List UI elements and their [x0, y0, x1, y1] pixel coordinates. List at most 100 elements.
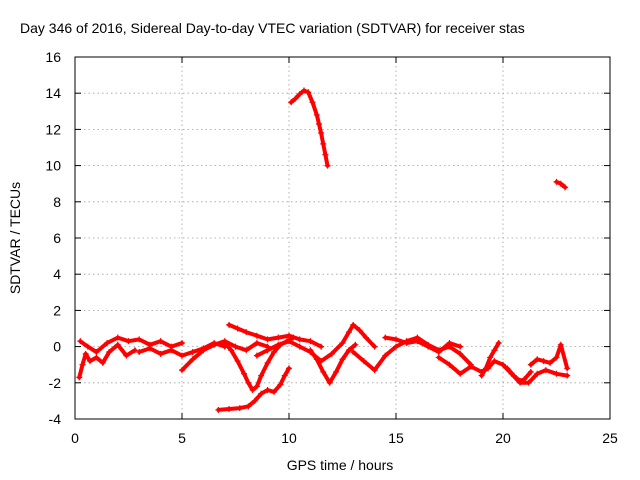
data-point-marker	[226, 406, 233, 413]
data-point-marker	[99, 359, 106, 366]
data-point-marker	[324, 162, 331, 169]
data-point-marker	[564, 372, 571, 379]
data-point-marker	[352, 341, 359, 348]
data-point-marker	[491, 358, 498, 365]
data-point-marker	[221, 339, 228, 346]
data-point-marker	[296, 343, 303, 350]
data-point-marker	[84, 343, 91, 350]
data-point-marker	[281, 372, 288, 379]
data-point-marker	[249, 387, 256, 394]
data-point-marker	[322, 151, 329, 158]
data-point-marker	[371, 343, 378, 350]
data-point-marker	[114, 341, 121, 348]
data-point-marker	[435, 354, 442, 361]
data-point-marker	[79, 361, 86, 368]
x-tick-label: 15	[388, 430, 404, 446]
data-point-marker	[307, 347, 314, 354]
plot-frame	[74, 56, 611, 420]
data-point-marker	[288, 99, 295, 106]
data-point-marker	[562, 184, 569, 191]
y-tick-label: -4	[49, 411, 62, 427]
data-point-marker	[275, 334, 282, 341]
grid	[75, 57, 610, 419]
data-point-marker	[521, 376, 528, 383]
data-point-marker	[328, 350, 335, 357]
data-point-marker	[226, 321, 233, 328]
data-point-marker	[446, 339, 453, 346]
data-point-marker	[264, 359, 271, 366]
data-point-marker	[393, 336, 399, 343]
data-point-marker	[77, 338, 84, 345]
data-point-marker	[553, 178, 560, 185]
data-point-marker	[300, 87, 307, 94]
data-point-marker	[228, 347, 235, 354]
data-point-marker	[253, 339, 260, 346]
data-point-marker	[292, 95, 299, 102]
data-point-marker	[243, 329, 250, 336]
data-point-marker	[76, 374, 83, 381]
data-point-marker	[136, 349, 143, 356]
data-point-marker	[296, 336, 303, 343]
data-point-marker	[131, 347, 138, 354]
data-point-marker	[557, 180, 564, 187]
y-tick-label: 4	[53, 266, 61, 282]
data-point-marker	[253, 383, 260, 390]
x-tick-label: 20	[495, 430, 511, 446]
data-point-marker	[236, 405, 243, 412]
data-point-marker	[157, 338, 164, 345]
data-point-marker	[146, 345, 153, 352]
series-line	[77, 342, 137, 380]
y-tick-label: 6	[53, 230, 61, 246]
data-point-marker	[264, 387, 271, 394]
data-point-marker	[258, 372, 265, 379]
series-arc-8	[253, 321, 378, 365]
data-point-marker	[245, 379, 252, 386]
data-point-marker	[457, 370, 464, 377]
data-point-marker	[271, 349, 278, 356]
series-arc-13	[478, 339, 502, 379]
data-point-marker	[517, 377, 524, 384]
data-point-marker	[500, 361, 506, 368]
data-point-marker	[534, 356, 541, 363]
data-point-marker	[309, 99, 316, 106]
series-arc-11	[382, 334, 464, 356]
data-point-marker	[189, 349, 196, 356]
data-point-marker	[534, 370, 541, 377]
data-point-marker	[457, 343, 464, 350]
data-point-marker	[345, 347, 352, 354]
data-point-marker	[286, 365, 292, 372]
data-point-marker	[234, 358, 241, 365]
series-line	[383, 335, 463, 354]
series-arc-14	[527, 341, 571, 372]
x-tick-label: 0	[71, 430, 79, 446]
data-point-marker	[93, 354, 100, 361]
data-point-marker	[491, 347, 498, 354]
data-point-marker	[86, 358, 93, 365]
data-point-marker	[245, 403, 252, 410]
data-point-marker	[136, 336, 143, 343]
series-arc-5	[215, 365, 292, 413]
data-point-marker	[232, 343, 239, 350]
data-point-marker	[495, 339, 502, 346]
data-point-marker	[382, 334, 389, 341]
data-point-marker	[478, 372, 485, 379]
data-point-marker	[553, 354, 560, 361]
data-point-marker	[525, 379, 532, 386]
data-point-marker	[243, 347, 250, 354]
data-point-marker	[264, 347, 271, 354]
data-point-marker	[179, 352, 185, 359]
series-line	[351, 335, 473, 373]
data-point-marker	[271, 388, 278, 395]
data-point-marker	[123, 352, 130, 359]
data-point-marker	[106, 349, 113, 356]
data-point-marker	[504, 365, 511, 372]
y-tick-label: 16	[45, 49, 61, 65]
data-point-marker	[403, 339, 410, 346]
data-point-marker	[313, 111, 320, 118]
data-point-marker	[350, 349, 357, 356]
data-point-marker	[168, 347, 175, 354]
series-line	[308, 342, 358, 385]
data-point-marker	[540, 358, 547, 365]
data-point-marker	[457, 350, 464, 357]
